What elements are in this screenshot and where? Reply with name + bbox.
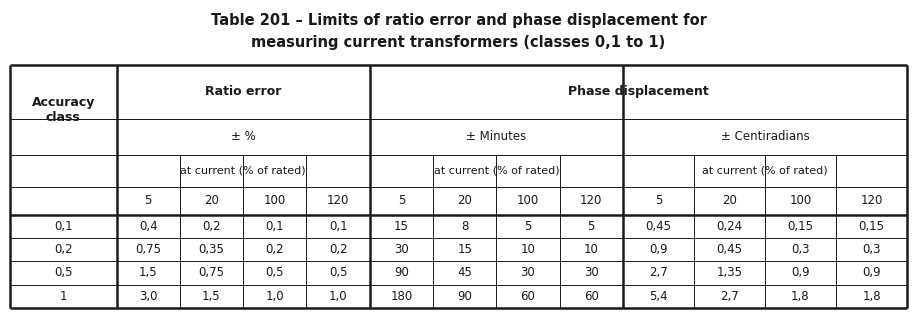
Text: 10: 10 <box>521 243 536 256</box>
Text: at current (% of rated): at current (% of rated) <box>702 166 828 176</box>
Text: 100: 100 <box>264 194 286 207</box>
Text: 5: 5 <box>525 220 532 233</box>
Text: 3,0: 3,0 <box>139 290 158 303</box>
Text: 0,2: 0,2 <box>329 243 348 256</box>
Text: 5: 5 <box>398 194 405 207</box>
Text: 100: 100 <box>517 194 539 207</box>
Text: measuring current transformers (classes 0,1 to 1): measuring current transformers (classes … <box>251 35 666 50</box>
Text: 20: 20 <box>204 194 219 207</box>
Text: 0,15: 0,15 <box>788 220 813 233</box>
Text: 60: 60 <box>521 290 536 303</box>
Text: 20: 20 <box>722 194 737 207</box>
Text: 0,2: 0,2 <box>202 220 221 233</box>
Text: 20: 20 <box>458 194 472 207</box>
Text: 5: 5 <box>145 194 152 207</box>
Text: 0,75: 0,75 <box>198 266 225 279</box>
Text: 2,7: 2,7 <box>649 266 668 279</box>
Text: 5,4: 5,4 <box>649 290 668 303</box>
Text: 1,8: 1,8 <box>862 290 881 303</box>
Text: 180: 180 <box>391 290 413 303</box>
Text: 1,5: 1,5 <box>138 266 158 279</box>
Text: 15: 15 <box>394 220 409 233</box>
Text: 120: 120 <box>860 194 883 207</box>
Text: 0,9: 0,9 <box>862 266 881 279</box>
Text: 0,3: 0,3 <box>791 243 810 256</box>
Text: 0,9: 0,9 <box>649 243 668 256</box>
Text: 30: 30 <box>394 243 409 256</box>
Text: 0,45: 0,45 <box>716 243 743 256</box>
Text: 1,35: 1,35 <box>716 266 743 279</box>
Text: 2,7: 2,7 <box>720 290 739 303</box>
Text: 0,1: 0,1 <box>329 220 348 233</box>
Text: 10: 10 <box>584 243 599 256</box>
Text: 0,1: 0,1 <box>54 220 72 233</box>
Text: at current (% of rated): at current (% of rated) <box>181 166 306 176</box>
Text: 0,1: 0,1 <box>265 220 284 233</box>
Text: 0,4: 0,4 <box>138 220 158 233</box>
Text: 1,5: 1,5 <box>202 290 221 303</box>
Text: 0,35: 0,35 <box>199 243 225 256</box>
Text: 120: 120 <box>326 194 349 207</box>
Text: ± Centiradians: ± Centiradians <box>721 130 810 143</box>
Text: 5: 5 <box>588 220 595 233</box>
Text: 0,24: 0,24 <box>716 220 743 233</box>
Text: 100: 100 <box>790 194 812 207</box>
Text: 5: 5 <box>655 194 662 207</box>
Text: 45: 45 <box>458 266 472 279</box>
Text: ± %: ± % <box>231 130 256 143</box>
Text: 1,0: 1,0 <box>329 290 348 303</box>
Text: at current (% of rated): at current (% of rated) <box>434 166 559 176</box>
Text: 0,2: 0,2 <box>54 243 72 256</box>
Text: 30: 30 <box>584 266 599 279</box>
Text: 0,75: 0,75 <box>135 243 161 256</box>
Text: 1,0: 1,0 <box>265 290 284 303</box>
Text: 0,5: 0,5 <box>54 266 72 279</box>
Text: 8: 8 <box>461 220 469 233</box>
Text: 120: 120 <box>580 194 602 207</box>
Text: 0,3: 0,3 <box>862 243 880 256</box>
Text: 0,5: 0,5 <box>329 266 348 279</box>
Text: Phase displacement: Phase displacement <box>568 85 709 98</box>
Text: Ratio error: Ratio error <box>204 85 282 98</box>
Text: Table 201 – Limits of ratio error and phase displacement for: Table 201 – Limits of ratio error and ph… <box>211 13 706 28</box>
Text: 0,45: 0,45 <box>646 220 671 233</box>
Text: 90: 90 <box>394 266 409 279</box>
Text: 0,2: 0,2 <box>265 243 284 256</box>
Text: 15: 15 <box>458 243 472 256</box>
Text: 0,15: 0,15 <box>858 220 885 233</box>
Text: 90: 90 <box>458 290 472 303</box>
Text: 1: 1 <box>60 290 67 303</box>
Text: Accuracy
class: Accuracy class <box>31 96 95 124</box>
Text: ± Minutes: ± Minutes <box>466 130 526 143</box>
Text: 1,8: 1,8 <box>791 290 810 303</box>
Text: 0,9: 0,9 <box>791 266 810 279</box>
Text: 30: 30 <box>521 266 536 279</box>
Text: 60: 60 <box>584 290 599 303</box>
Text: 0,5: 0,5 <box>266 266 284 279</box>
